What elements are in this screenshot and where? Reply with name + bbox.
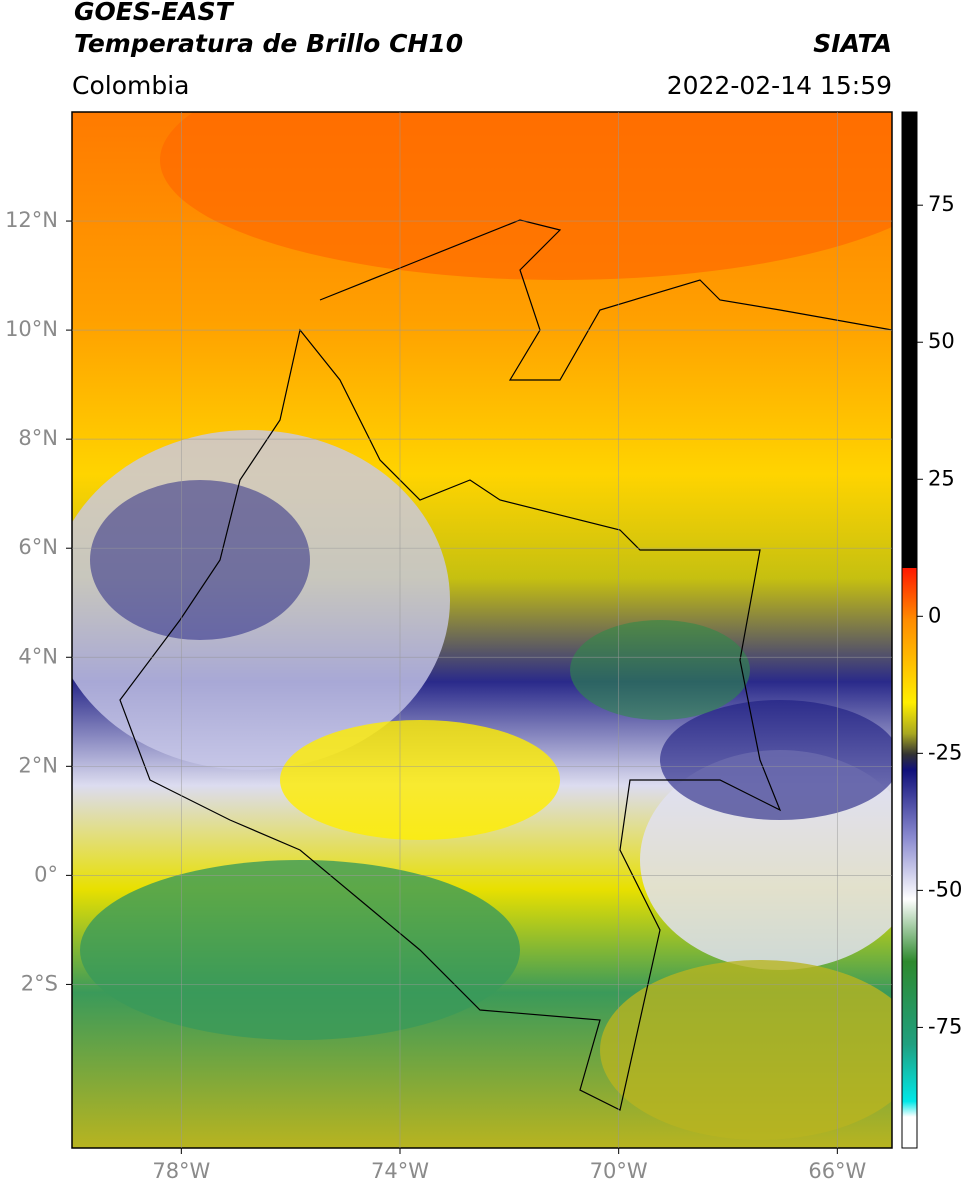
colorbar-tick-label: -50: [928, 877, 962, 901]
x-tick-label: 66°W: [808, 1159, 866, 1183]
y-tick-label: 0°: [34, 862, 58, 886]
x-tick-label: 78°W: [152, 1159, 210, 1183]
satellite: GOES-EAST: [74, 0, 235, 26]
colorbar-tick-label: 25: [928, 466, 955, 490]
y-tick-label: 8°N: [18, 426, 58, 450]
colorbar-tick-label: 50: [928, 329, 955, 353]
y-tick-label: 4°N: [18, 644, 58, 668]
colorbar: [901, 111, 918, 1149]
colorbar-tick-label: 75: [928, 192, 955, 216]
y-tick-label: 2°N: [18, 753, 58, 777]
y-tick-label: 12°N: [5, 208, 58, 232]
region: Colombia: [72, 71, 189, 100]
datetime: 2022-02-14 15:59: [667, 71, 892, 100]
colorbar-tick-label: 0: [928, 603, 941, 627]
product: Temperatura de Brillo CH10: [74, 29, 463, 58]
x-tick-label: 70°W: [590, 1159, 648, 1183]
map-frame: [71, 111, 893, 1149]
satellite-image: [72, 112, 892, 1148]
x-tick-label: 74°W: [371, 1159, 429, 1183]
colorbar-tick-label: -25: [928, 740, 962, 764]
source: SIATA: [813, 29, 892, 58]
y-tick-label: 2°S: [21, 971, 58, 995]
y-tick-label: 6°N: [18, 535, 58, 559]
colorbar-tick-label: -75: [928, 1014, 962, 1038]
y-tick-label: 10°N: [5, 317, 58, 341]
